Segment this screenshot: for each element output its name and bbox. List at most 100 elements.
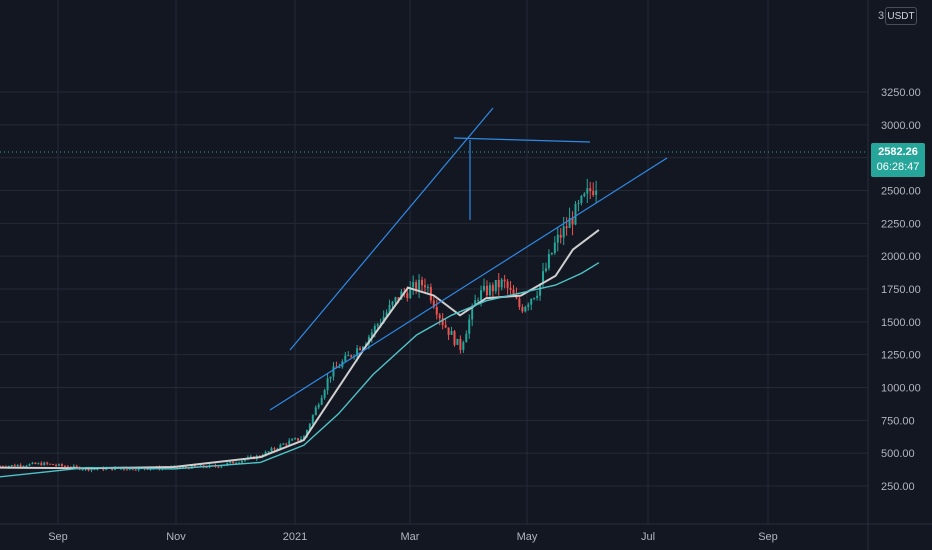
bar-countdown: 06:28:47 <box>876 161 920 173</box>
time-axis: Sep Nov 2021 Mar May Jul Sep <box>48 531 778 543</box>
candle-body <box>376 324 379 327</box>
candle-body <box>46 462 49 464</box>
candle-body <box>356 348 359 356</box>
candle-body <box>468 319 471 334</box>
ma-slow-line <box>0 262 600 478</box>
y-tick-label: 250.00 <box>881 481 915 493</box>
candle-body <box>308 423 311 431</box>
candle-body <box>385 312 388 317</box>
y-tick-label: 1750.00 <box>881 284 921 296</box>
candle-body <box>373 326 376 333</box>
candle-body <box>423 285 426 288</box>
candle-body <box>16 465 19 467</box>
candle-body <box>527 304 530 307</box>
candle-body <box>344 355 347 362</box>
candle-body <box>28 463 31 466</box>
candle-body <box>134 469 137 471</box>
y-tick-label: 1500.00 <box>881 317 921 329</box>
candle-body <box>270 448 273 452</box>
candle-body <box>7 466 10 468</box>
trendline[interactable] <box>453 137 591 143</box>
candle-body <box>565 226 568 229</box>
y-tick-label: 1000.00 <box>881 383 921 395</box>
candle-body <box>249 456 252 458</box>
candle-body <box>81 469 84 471</box>
candle-body <box>40 463 43 466</box>
y-tick-label: 750.00 <box>881 415 915 427</box>
candle-body <box>559 234 562 238</box>
trendline[interactable] <box>269 157 668 411</box>
x-tick-label: May <box>517 531 538 543</box>
candle-body <box>530 299 533 305</box>
x-tick-label: Sep <box>48 531 68 543</box>
candle-body <box>550 252 553 255</box>
candle-body <box>323 390 326 398</box>
candle-body <box>220 466 223 468</box>
candle-body <box>320 397 323 405</box>
candle-body <box>409 287 412 299</box>
candle-body <box>553 242 556 253</box>
candle-body <box>119 468 122 470</box>
candle-body <box>34 462 37 465</box>
trendline[interactable] <box>289 107 494 351</box>
candle-body <box>235 462 238 464</box>
candle-body <box>314 407 317 416</box>
candle-body <box>367 336 370 344</box>
candle-body <box>326 378 329 391</box>
candle-body <box>500 279 503 288</box>
y-tick-label: 2250.00 <box>881 218 921 230</box>
candle-body <box>412 282 415 288</box>
candle-body <box>58 464 61 466</box>
candle-body <box>37 463 40 465</box>
candle-body <box>533 297 536 300</box>
candle-body <box>25 465 28 467</box>
candle-body <box>406 293 409 299</box>
candle-body <box>450 331 453 335</box>
candle-body <box>105 468 108 470</box>
x-tick-label: 2021 <box>283 531 307 543</box>
candle-body <box>482 285 485 291</box>
candle-body <box>347 355 350 357</box>
candle-body <box>370 332 373 337</box>
candle-body <box>10 465 13 467</box>
candle-body <box>311 415 314 424</box>
candle-body <box>72 465 75 468</box>
candle-body <box>13 465 16 467</box>
candle-body <box>421 279 424 286</box>
candle-body <box>432 300 435 308</box>
candle-body <box>240 460 243 463</box>
y-tick-label: 3250.00 <box>881 87 921 99</box>
x-tick-label: Sep <box>758 531 778 543</box>
candle-body <box>415 282 418 291</box>
candle-body <box>471 305 474 320</box>
candle-body <box>31 462 34 464</box>
y-axis-partial-label: 3 <box>878 10 885 22</box>
candle-body <box>288 440 291 445</box>
y-tick-label: 2500.00 <box>881 186 921 198</box>
candle-body <box>75 465 78 467</box>
candle-body <box>580 195 583 204</box>
candle-body <box>556 234 559 243</box>
candle-body <box>229 461 232 464</box>
candle-body <box>444 324 447 328</box>
candle-body <box>388 304 391 313</box>
candle-body <box>453 331 456 345</box>
candle-body <box>441 318 444 325</box>
candle-body <box>359 348 362 351</box>
candle-body <box>512 289 515 296</box>
candle-body <box>361 346 364 351</box>
ma-fast-line <box>0 229 600 470</box>
candle-body <box>181 466 184 468</box>
candle-body <box>506 281 509 288</box>
candle-body <box>317 404 320 408</box>
candle-body <box>305 430 308 437</box>
x-tick-label: Mar <box>401 531 420 543</box>
candle-body <box>503 279 506 282</box>
currency-badge[interactable]: USDT <box>885 7 917 25</box>
trendlines <box>269 107 668 411</box>
candle-body <box>279 444 282 449</box>
candle-body <box>379 323 382 325</box>
candle-body <box>459 338 462 350</box>
